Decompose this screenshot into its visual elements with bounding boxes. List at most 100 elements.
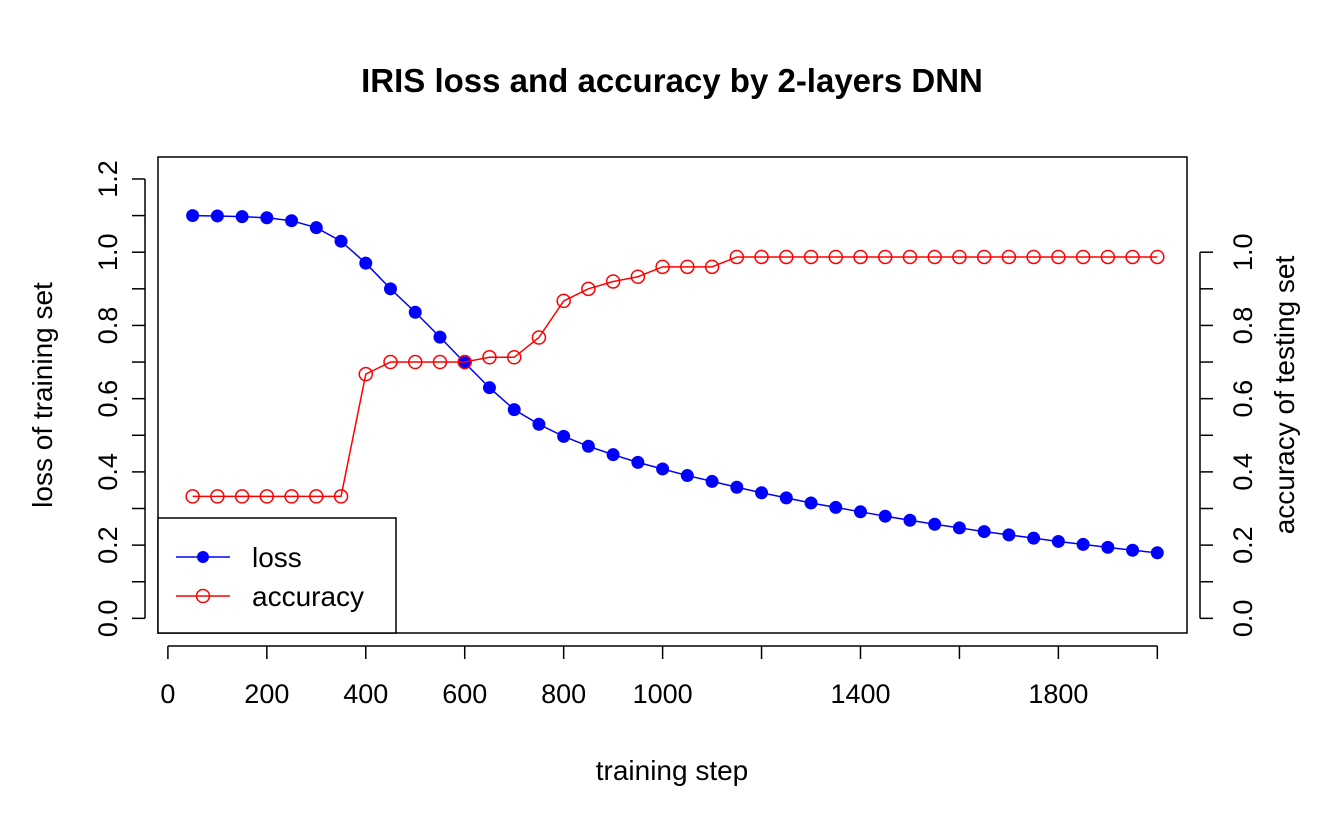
accuracy-point	[432, 354, 448, 370]
accuracy-point	[1125, 249, 1140, 265]
accuracy-point	[803, 249, 819, 265]
x-axis: 0 200 400 600 800 1000 1400 1800	[160, 645, 1159, 709]
loss-point	[1076, 537, 1090, 551]
left-tick-label: 0.6	[93, 380, 123, 418]
loss-point	[309, 221, 323, 235]
left-y-axis: 0.0 0.2 0.4 0.6 0.8 1.0 1.2	[93, 160, 146, 638]
accuracy-point	[482, 350, 497, 365]
loss-point	[730, 480, 744, 494]
right-tick-label: 0.8	[1228, 307, 1258, 345]
x-tick-label: 1400	[830, 679, 890, 709]
chart-title: IRIS loss and accuracy by 2-layers DNN	[361, 62, 983, 99]
accuracy-point	[259, 489, 275, 504]
loss-point	[656, 462, 670, 476]
accuracy-point	[309, 489, 324, 504]
loss-point	[1101, 540, 1115, 554]
loss-point	[433, 330, 447, 344]
accuracy-point	[927, 249, 942, 265]
accuracy-point	[210, 489, 225, 504]
x-tick-label: 800	[541, 679, 586, 709]
series-layer	[185, 209, 1165, 560]
loss-point	[631, 455, 645, 469]
loss-point	[210, 209, 224, 223]
left-tick-label: 0.4	[93, 453, 123, 491]
accuracy-point	[1001, 249, 1017, 265]
right-y-axis-title: accuracy of testing set	[1269, 255, 1300, 534]
accuracy-point	[581, 281, 596, 297]
accuracy-point	[605, 274, 621, 289]
loss-point	[952, 521, 966, 535]
accuracy-point	[1100, 249, 1116, 265]
right-tick-label: 1.0	[1228, 233, 1258, 271]
loss-point	[507, 403, 521, 417]
x-tick-label: 1800	[1028, 679, 1088, 709]
accuracy-point	[506, 350, 522, 365]
accuracy-point	[902, 249, 918, 265]
loss-point	[482, 381, 496, 395]
accuracy-point	[531, 330, 547, 345]
loss-point	[755, 486, 769, 500]
legend-box	[157, 517, 397, 634]
accuracy-point	[333, 489, 349, 504]
plot-frame	[157, 156, 1188, 634]
loss-point	[581, 439, 595, 453]
loss-point	[804, 496, 818, 510]
right-y-axis: 0.0 0.2 0.4 0.6 0.8 1.0	[1199, 233, 1258, 638]
x-tick-label: 1000	[633, 679, 693, 709]
left-tick-label: 0.2	[93, 526, 123, 564]
accuracy-point	[729, 249, 745, 265]
accuracy-point	[779, 249, 794, 265]
x-tick-label: 0	[160, 679, 175, 709]
accuracy-point	[284, 489, 299, 504]
accuracy-point	[655, 259, 670, 275]
accuracy-point	[828, 249, 844, 265]
loss-point	[705, 474, 719, 488]
x-axis-title: training step	[596, 755, 749, 786]
loss-point	[853, 505, 867, 519]
loss-point	[977, 525, 991, 539]
accuracy-point	[185, 489, 200, 504]
right-tick-label: 0.4	[1228, 453, 1258, 491]
accuracy-point	[556, 293, 571, 309]
right-tick-label: 0.2	[1228, 526, 1258, 564]
x-tick-label: 400	[343, 679, 388, 709]
accuracy-point	[704, 259, 720, 275]
accuracy-point	[754, 249, 769, 265]
loss-point	[680, 469, 694, 483]
loss-line	[192, 214, 1158, 554]
accuracy-point	[630, 269, 646, 284]
loss-point	[1126, 543, 1140, 557]
x-tick-label: 200	[244, 679, 289, 709]
accuracy-point	[1051, 249, 1066, 265]
loss-point	[186, 209, 200, 223]
loss-point	[903, 513, 917, 527]
right-tick-label: 0.0	[1228, 600, 1258, 638]
accuracy-point	[234, 489, 250, 504]
accuracy-point	[1075, 249, 1091, 265]
loss-point	[1027, 531, 1041, 545]
accuracy-point	[457, 354, 472, 370]
x-tick-label: 600	[442, 679, 487, 709]
legend-accuracy-marker	[195, 588, 211, 604]
accuracy-point	[877, 249, 893, 265]
legend-loss-label: loss	[252, 542, 302, 573]
loss-point	[532, 417, 546, 431]
loss-point	[285, 214, 299, 228]
loss-point	[606, 448, 620, 462]
accuracy-point	[853, 249, 868, 265]
accuracy-point	[358, 366, 374, 382]
loss-point	[1150, 546, 1164, 560]
loss-point	[260, 211, 274, 225]
accuracy-line	[192, 256, 1158, 498]
left-y-axis-title: loss of training set	[27, 282, 58, 508]
accuracy-point	[1150, 249, 1165, 265]
legend-loss-marker	[197, 551, 209, 563]
left-tick-label: 0.8	[93, 307, 123, 345]
loss-point	[779, 491, 793, 505]
right-tick-label: 0.6	[1228, 380, 1258, 418]
loss-point	[1051, 534, 1065, 548]
loss-point	[359, 256, 373, 270]
left-tick-label: 1.2	[93, 160, 123, 198]
left-tick-label: 0.0	[93, 600, 123, 638]
accuracy-point	[408, 354, 423, 370]
